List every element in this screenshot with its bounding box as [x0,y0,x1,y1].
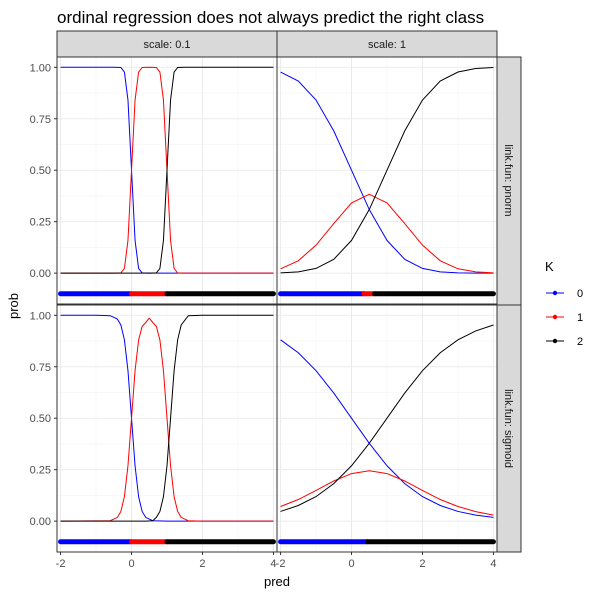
facet-strip-row-label: link.fun: sigmoid [502,389,514,468]
panel [276,56,498,305]
series-line-k1 [60,66,274,274]
y-tick-label: 0.50 [30,413,51,425]
legend-key-point [552,338,558,344]
y-tick-label: 0.75 [30,114,51,126]
legend-key-point [552,314,558,320]
panel-border [276,304,498,553]
legend: K 0 1 2 [545,259,583,348]
y-axis-title: prob [6,293,21,319]
x-tick-label: 4 [270,558,276,570]
series-line-k1 [60,317,274,522]
x-tick-label: 0 [348,558,354,570]
facet-strip-col [276,30,498,58]
series-line-k2 [60,66,274,274]
series-line-k1 [280,470,494,516]
x-tick-label: 4 [490,558,496,570]
facet-strip-row-label: link.fun: pnorm [502,144,514,216]
facet-strip-row [496,304,522,553]
series-line-k2 [280,67,494,274]
legend-key-point [552,290,558,296]
panel-border [276,56,498,305]
x-tick-label: 2 [199,558,205,570]
y-tick-label: 0.00 [30,268,51,280]
x-tick-label: 2 [419,558,425,570]
x-tick-label: 0 [128,558,134,570]
facet-strip-col-label: scale: 1 [368,39,406,51]
y-tick-label: 0.25 [30,465,51,477]
legend-label-k1: 1 [577,312,583,324]
series-line-k0 [280,71,494,274]
series-line-k0 [60,314,274,522]
y-tick-label: 0.00 [30,516,51,528]
panel: 0.00 0.25 0.50 0.75 1.00 -2 0 2 4 [30,304,278,570]
legend-label-k0: 0 [577,288,583,300]
x-tick-label: -2 [276,558,286,570]
y-tick-label: 0.75 [30,362,51,374]
y-tick-label: 0.50 [30,165,51,177]
x-axis-title: pred [264,574,290,589]
facet-strip-col-label: scale: 0.1 [143,39,190,51]
x-tick-label: -2 [56,558,66,570]
facet-strip-col [56,30,278,58]
series-line-k1 [280,193,494,274]
chart-title: ordinal regression does not always predi… [57,8,484,27]
series-line-k0 [280,339,494,518]
y-tick-label: 1.00 [30,310,51,322]
y-tick-label: 0.25 [30,217,51,229]
panels-layer: scale: 0.1 scale: 1 link.fun: pnorm link.fu… [30,30,522,570]
legend-title: K [545,259,554,274]
series-line-k2 [280,324,494,512]
y-tick-label: 1.00 [30,62,51,74]
panel: -2 0 2 4 [276,304,498,570]
panel: 0.00 0.25 0.50 0.75 1.00 [30,56,278,305]
series-line-k2 [60,314,274,522]
legend-label-k2: 2 [577,336,583,348]
